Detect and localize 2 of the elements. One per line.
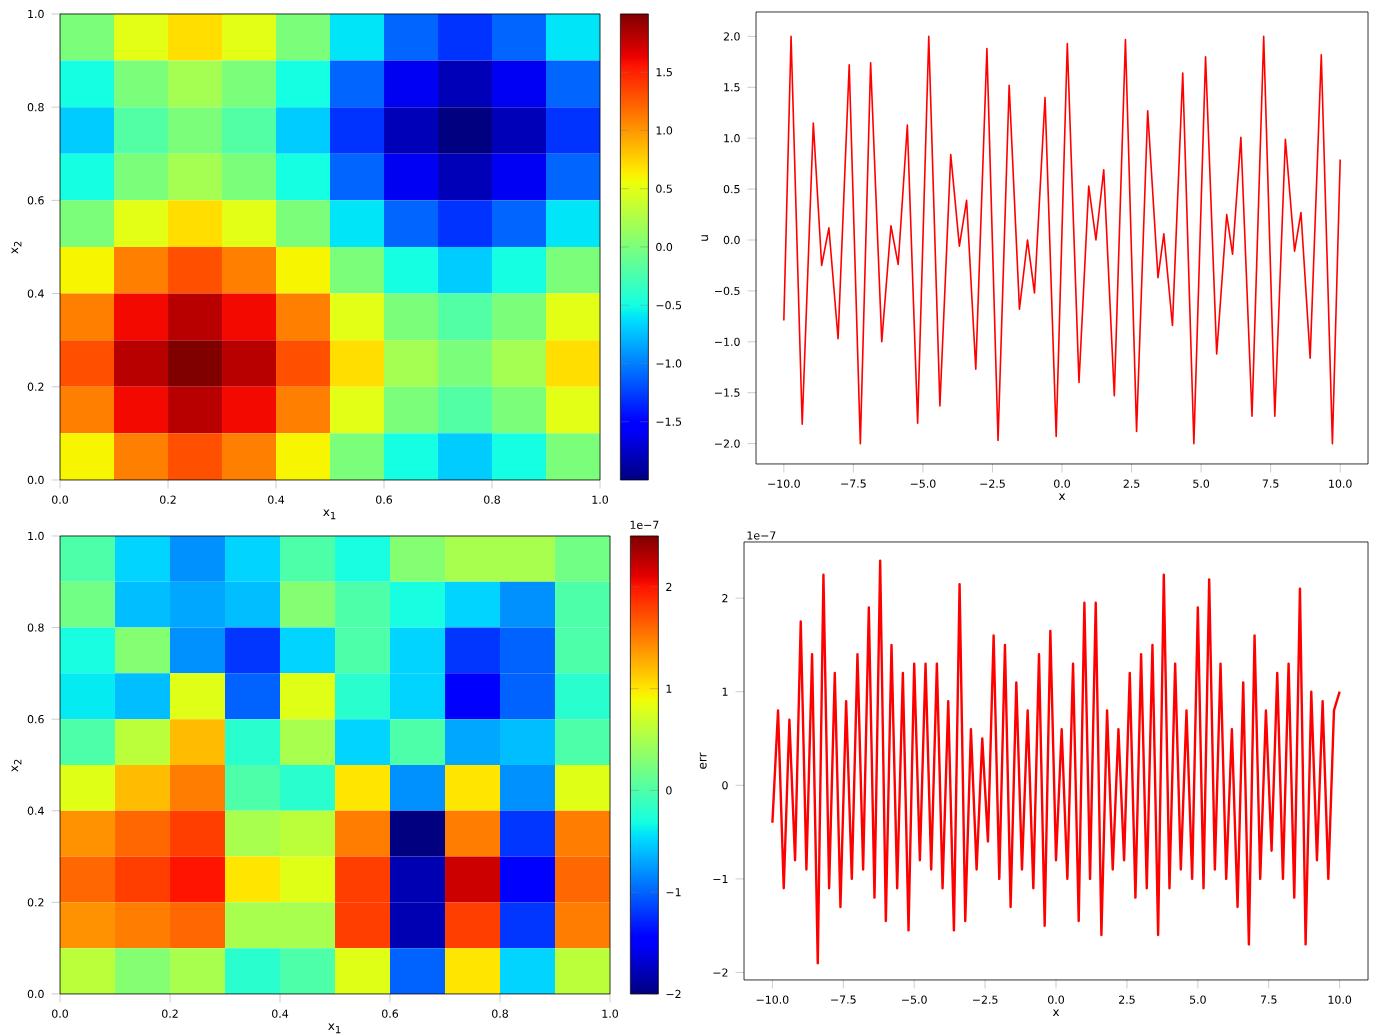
line-series xyxy=(783,35,1341,445)
line-series xyxy=(771,559,1341,965)
